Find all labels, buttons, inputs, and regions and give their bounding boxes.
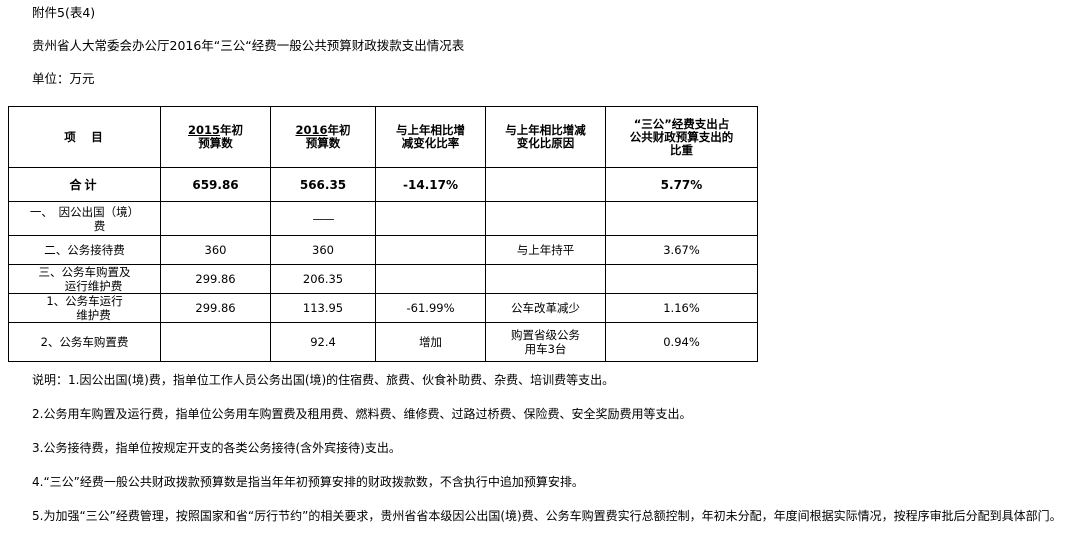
cell-change-reason: 购置省级公务 用车3台 (485, 322, 606, 362)
header-change-reason-line1: 与上年相比增减 (505, 123, 586, 137)
header-budget-2015-year: 2015 (187, 123, 220, 137)
cell-change-reason (485, 264, 606, 294)
table-row: 2、公务车购置费 92.4 增加 购置省级公务 用车3台 0.94% (8, 322, 758, 362)
cell-change-reason: 与上年持平 (485, 235, 606, 265)
row-label-total: 合计 (8, 167, 161, 202)
cell-budget-2015: 299.86 (160, 264, 271, 294)
header-change-reason: 与上年相比增减 变化比原因 (485, 106, 606, 168)
header-share-line3: 比重 (670, 142, 693, 157)
row-label-vehicle-purchase: 2、公务车购置费 (8, 322, 161, 362)
header-budget-2016-line2: 预算数 (305, 136, 341, 150)
cell-budget-2016: 360 (270, 235, 376, 265)
header-budget-2015: 2015年初 预算数 (160, 106, 271, 168)
row-label-line1: 三、公务车购置及 (38, 265, 131, 279)
header-budget-2015-suffix: 年初 (220, 123, 243, 137)
cell-budget-2015: 360 (160, 235, 271, 265)
cell-budget-2016: 206.35 (270, 264, 376, 294)
table-row: 1、公务车运行 维护费 299.86 113.95 -61.99% 公车改革减少… (8, 293, 758, 323)
table-row: 三、公务车购置及 运行维护费 299.86 206.35 (8, 264, 758, 294)
note-item-4: 4.“三公”经费一般公共财政拨款预算数是指当年年初预算安排的财政拨款数，不含执行… (32, 475, 584, 489)
row-label-line2: 运行维护费 (64, 279, 123, 293)
cell-share (605, 264, 758, 294)
cell-change-rate: 增加 (375, 322, 486, 362)
cell-change-rate (375, 264, 486, 294)
cell-change-rate (375, 201, 486, 236)
cell-budget-2016: 566.35 (270, 167, 376, 202)
cell-change-rate: -14.17% (375, 167, 486, 202)
cell-change-rate (375, 235, 486, 265)
cell-budget-2016: —— (270, 201, 376, 236)
cell-budget-2016: 92.4 (270, 322, 376, 362)
row-label-line1: 1、公务车运行 (46, 294, 123, 308)
page-title: 贵州省人大常委会办公厅2016年“三公“经费一般公共预算财政拨款支出情况表 (32, 38, 465, 53)
cell-budget-2016: 113.95 (270, 293, 376, 323)
note-item-2: 2.公务用车购置及运行费，指单位公务用车购置费及租用费、燃料费、维修费、过路过桥… (32, 407, 692, 421)
header-change-rate-line2: 减变化比率 (401, 136, 460, 150)
unit-label: 单位：万元 (32, 71, 95, 86)
note-item-1: 说明：1.因公出国(境)费，指单位工作人员公务出国(境)的住宿费、旅费、伙食补助… (32, 373, 615, 387)
cell-change-reason: 公车改革减少 (485, 293, 606, 323)
cell-budget-2015 (160, 201, 271, 236)
cell-budget-2015: 299.86 (160, 293, 271, 323)
table-row: 合计 659.86 566.35 -14.17% 5.77% (8, 167, 758, 202)
cell-share: 5.77% (605, 167, 758, 202)
cell-share: 1.16% (605, 293, 758, 323)
note-item-5: 5.为加强“三公”经费管理，按照国家和省“厉行节约”的相关要求，贵州省省本级因公… (32, 509, 1062, 523)
row-label-overseas-travel: 一、 因公出国（境） 费 (8, 201, 161, 236)
budget-table: 项 目 2015年初 预算数 2016年初 预算数 与上年相比增 减变化比率 与… (8, 106, 758, 362)
cell-reason-line1: 购置省级公务 (511, 328, 580, 342)
note-item-3: 3.公务接待费，指单位按规定开支的各类公务接待(含外宾接待)支出。 (32, 441, 401, 455)
row-label-vehicle-total: 三、公务车购置及 运行维护费 (8, 264, 161, 294)
attachment-label: 附件5(表4) (32, 5, 96, 20)
row-label-line1: 一、 因公出国（境） (29, 204, 140, 219)
row-label-line2: 维护费 (76, 308, 111, 322)
cell-share: 3.67% (605, 235, 758, 265)
cell-share: 0.94% (605, 322, 758, 362)
cell-share (605, 201, 758, 236)
header-budget-2016: 2016年初 预算数 (270, 106, 376, 168)
table-row: 二、公务接待费 360 360 与上年持平 3.67% (8, 235, 758, 265)
header-share-line1: “三公”经费支出占 (633, 116, 730, 131)
header-change-rate-line1: 与上年相比增 (396, 123, 465, 137)
header-budget-2015-line2: 预算数 (198, 136, 233, 150)
header-item: 项 目 (8, 106, 161, 168)
cell-change-reason (485, 167, 606, 202)
row-label-vehicle-operation: 1、公务车运行 维护费 (8, 293, 161, 323)
header-budget-2016-suffix: 年初 (327, 123, 351, 137)
table-row: 一、 因公出国（境） 费 —— (8, 201, 758, 236)
row-label-hospitality: 二、公务接待费 (8, 235, 161, 265)
header-change-reason-line2: 变化比原因 (516, 136, 575, 150)
header-budget-2016-year: 2016 (295, 123, 328, 137)
header-change-rate: 与上年相比增 减变化比率 (375, 106, 486, 168)
cell-reason-line2: 用车3台 (524, 342, 567, 356)
cell-budget-2015 (160, 322, 271, 362)
header-share: “三公”经费支出占 公共财政预算支出的 比重 (605, 106, 758, 168)
table-header-row: 项 目 2015年初 预算数 2016年初 预算数 与上年相比增 减变化比率 与… (8, 106, 758, 168)
cell-change-reason (485, 201, 606, 236)
header-share-line2: 公共财政预算支出的 (629, 129, 734, 144)
cell-budget-2015: 659.86 (160, 167, 271, 202)
row-label-line2: 费 (93, 218, 106, 233)
cell-change-rate: -61.99% (375, 293, 486, 323)
